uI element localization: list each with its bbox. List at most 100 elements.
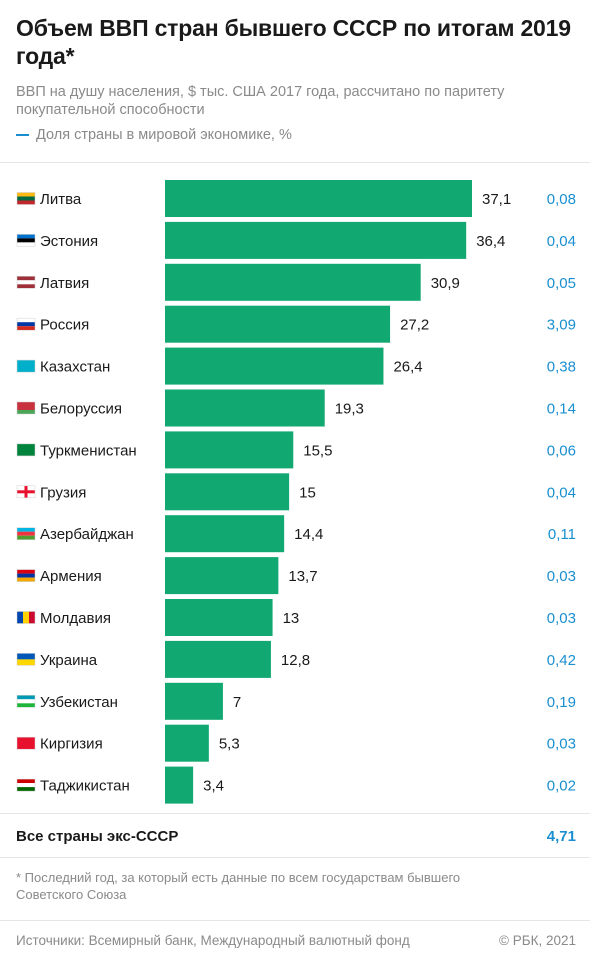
flag-icon-stripe	[17, 703, 35, 708]
bar	[165, 263, 421, 301]
bar-chart: Литва 37,1 0,08 Эстония 36,4 0,04 Латвия 30,9 0,…	[16, 180, 576, 804]
flag-icon	[16, 611, 36, 624]
flag-icon-stripe	[17, 527, 35, 532]
bar	[165, 347, 384, 385]
total-value: 4,71	[546, 828, 576, 845]
flag-icon-stripe	[17, 443, 35, 456]
category-label: Литва	[40, 191, 82, 208]
bar	[165, 724, 209, 762]
category-label: Эстония	[40, 233, 98, 250]
bar	[165, 640, 271, 678]
divider-total-bottom	[0, 857, 590, 858]
flag-icon-stripe	[17, 192, 35, 197]
flag-icon-stripe	[17, 200, 35, 205]
bar-value-label: 15	[299, 484, 316, 501]
chart-title: Объем ВВП стран бывшего СССР по итогам 2…	[16, 15, 571, 69]
share-value-label: 0,02	[547, 778, 576, 795]
flag-icon	[16, 192, 36, 205]
flag-icon-stripe	[23, 611, 29, 624]
category-label: Киргизия	[40, 736, 103, 753]
flag-icon	[16, 569, 36, 582]
flag-icon	[16, 401, 36, 415]
share-value-label: 0,38	[547, 359, 576, 376]
category-label: Азербайджан	[40, 526, 134, 543]
bar-value-label: 26,4	[393, 359, 422, 376]
bar-value-label: 36,4	[476, 233, 505, 250]
bar	[165, 221, 467, 259]
copyright-text: © РБК, 2021	[499, 933, 576, 948]
flag-icon	[16, 276, 36, 289]
flag-icon-stripe	[17, 410, 35, 414]
share-value-label: 0,14	[547, 401, 576, 418]
flag-icon-stripe	[17, 280, 35, 285]
flag-icon-stripe	[17, 326, 35, 331]
share-value-label: 0,11	[548, 526, 576, 543]
flag-icon	[16, 736, 36, 750]
total-label: Все страны экс-СССР	[16, 828, 179, 845]
category-label: Армения	[40, 568, 102, 585]
bar	[165, 766, 194, 804]
flag-icon	[16, 695, 36, 708]
flag-icon-stripe	[17, 242, 35, 247]
bar	[165, 599, 273, 636]
bar	[165, 473, 290, 511]
category-label: Белоруссия	[40, 401, 122, 418]
share-value-label: 0,03	[547, 568, 576, 585]
flag-icon-cross	[17, 490, 35, 494]
bar	[165, 305, 391, 343]
bar	[165, 389, 325, 427]
bar-value-label: 5,3	[219, 736, 240, 753]
flag-icon-stripe	[17, 779, 35, 784]
flag-icon-stripe	[17, 535, 35, 540]
category-label: Туркменистан	[40, 442, 137, 459]
category-label: Россия	[40, 317, 89, 334]
flag-icon-stripe	[17, 699, 35, 704]
category-label: Украина	[40, 652, 98, 669]
bar-value-label: 37,1	[482, 191, 511, 208]
flag-icon-stripe	[17, 234, 35, 239]
bar-value-label: 19,3	[335, 401, 364, 418]
bar-value-label: 27,2	[400, 317, 429, 334]
flag-icon-stripe	[29, 611, 35, 624]
bar-value-label: 12,8	[281, 652, 310, 669]
category-label: Таджикистан	[40, 778, 130, 795]
divider-bottom	[0, 920, 590, 921]
share-value-label: 0,04	[547, 233, 576, 250]
share-value-label: 0,08	[547, 191, 576, 208]
bar-value-label: 13	[283, 610, 300, 627]
flag-icon-stripe	[17, 318, 35, 323]
bar	[165, 682, 223, 720]
flag-icon	[16, 653, 36, 666]
flag-icon-stripe	[17, 653, 35, 660]
legend-swatch	[16, 134, 29, 136]
flag-icon-stripe	[17, 531, 35, 536]
share-value-label: 0,06	[547, 442, 576, 459]
flag-icon-stripe	[17, 577, 35, 582]
divider-top	[0, 162, 590, 163]
flag-icon	[16, 527, 36, 540]
divider-total-top	[0, 813, 590, 814]
flag-icon-stripe	[17, 284, 35, 289]
bar-value-label: 3,4	[203, 778, 224, 795]
flag-icon-stripe	[17, 276, 35, 281]
flag-icon	[16, 317, 36, 331]
bar-value-label: 7	[233, 694, 241, 711]
category-label: Узбекистан	[40, 694, 118, 711]
share-value-label: 0,04	[547, 484, 576, 501]
flag-icon-stripe	[17, 787, 35, 792]
flag-icon-stripe	[17, 573, 35, 578]
share-value-label: 0,05	[547, 275, 576, 292]
flag-icon	[16, 778, 36, 792]
flag-icon-stripe	[17, 611, 23, 624]
bar-value-label: 15,5	[303, 442, 332, 459]
bar	[165, 431, 294, 469]
flag-icon-stripe	[17, 569, 35, 574]
bar	[165, 515, 285, 553]
footnote: * Последний год, за который есть данные …	[16, 870, 461, 902]
flag-icon	[16, 234, 36, 247]
flag-icon-stripe	[17, 402, 35, 406]
flag-icon-stripe	[17, 737, 35, 750]
chart-subtitle: ВВП на душу населения, $ тыс. США 2017 г…	[16, 84, 505, 118]
category-label: Казахстан	[40, 359, 110, 376]
flag-icon-stripe	[17, 196, 35, 201]
